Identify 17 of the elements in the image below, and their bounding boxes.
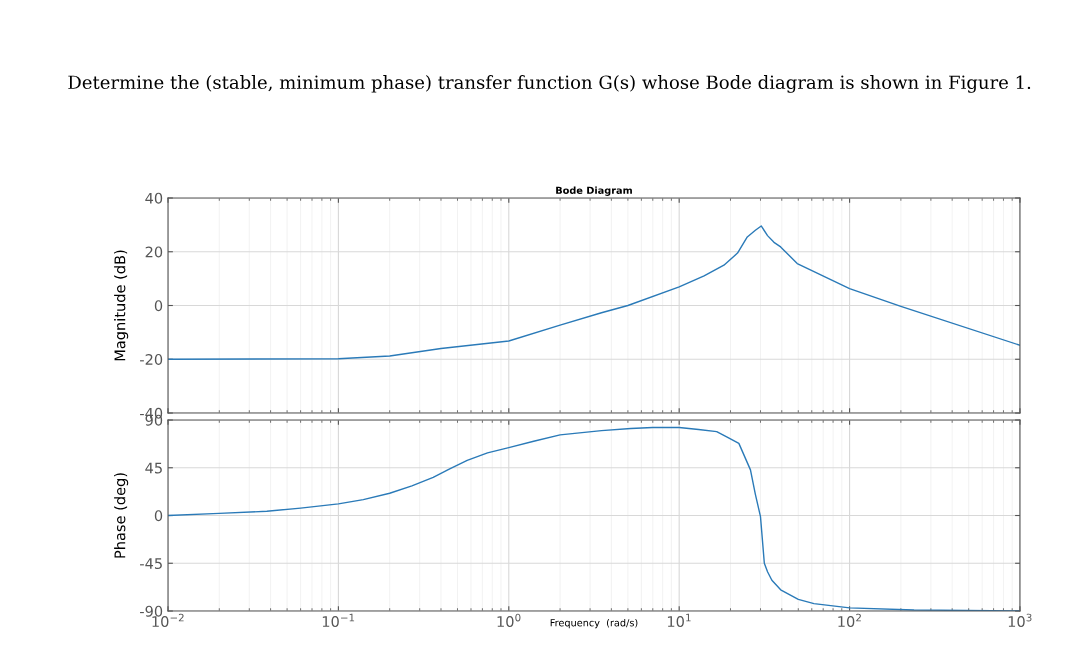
- x-tick-label: 10$^{0}$: [497, 613, 521, 628]
- y-tick-label: 0: [154, 510, 163, 522]
- y-tick-label: -45: [140, 558, 162, 570]
- x-tick-label: 10$^{1}$: [667, 613, 691, 628]
- x-tick-label: 10$^{−1}$: [322, 613, 355, 628]
- y-tick-label: -20: [140, 353, 163, 366]
- x-tick-label: 10$^{2}$: [838, 613, 861, 628]
- y-tick-label: 0: [154, 300, 163, 312]
- text: Determine the (stable, minimum phase) transfer function G(s) whose Bode diagram is shown in Figure 1.: [68, 75, 1031, 93]
- x-axis-title: Frequency (rad/s): [550, 618, 638, 629]
- y-axis-title: Magnitude (dB): [114, 250, 129, 361]
- y-tick-label: 20: [145, 246, 163, 258]
- chart-title: Bode Diagram: [556, 186, 632, 196]
- y-tick-label: 40: [145, 192, 163, 204]
- x-tick-label: 10$^{3}$: [1008, 613, 1032, 628]
- y-axis-title: Phase (deg): [114, 473, 129, 558]
- y-tick-label: 45: [145, 462, 162, 474]
